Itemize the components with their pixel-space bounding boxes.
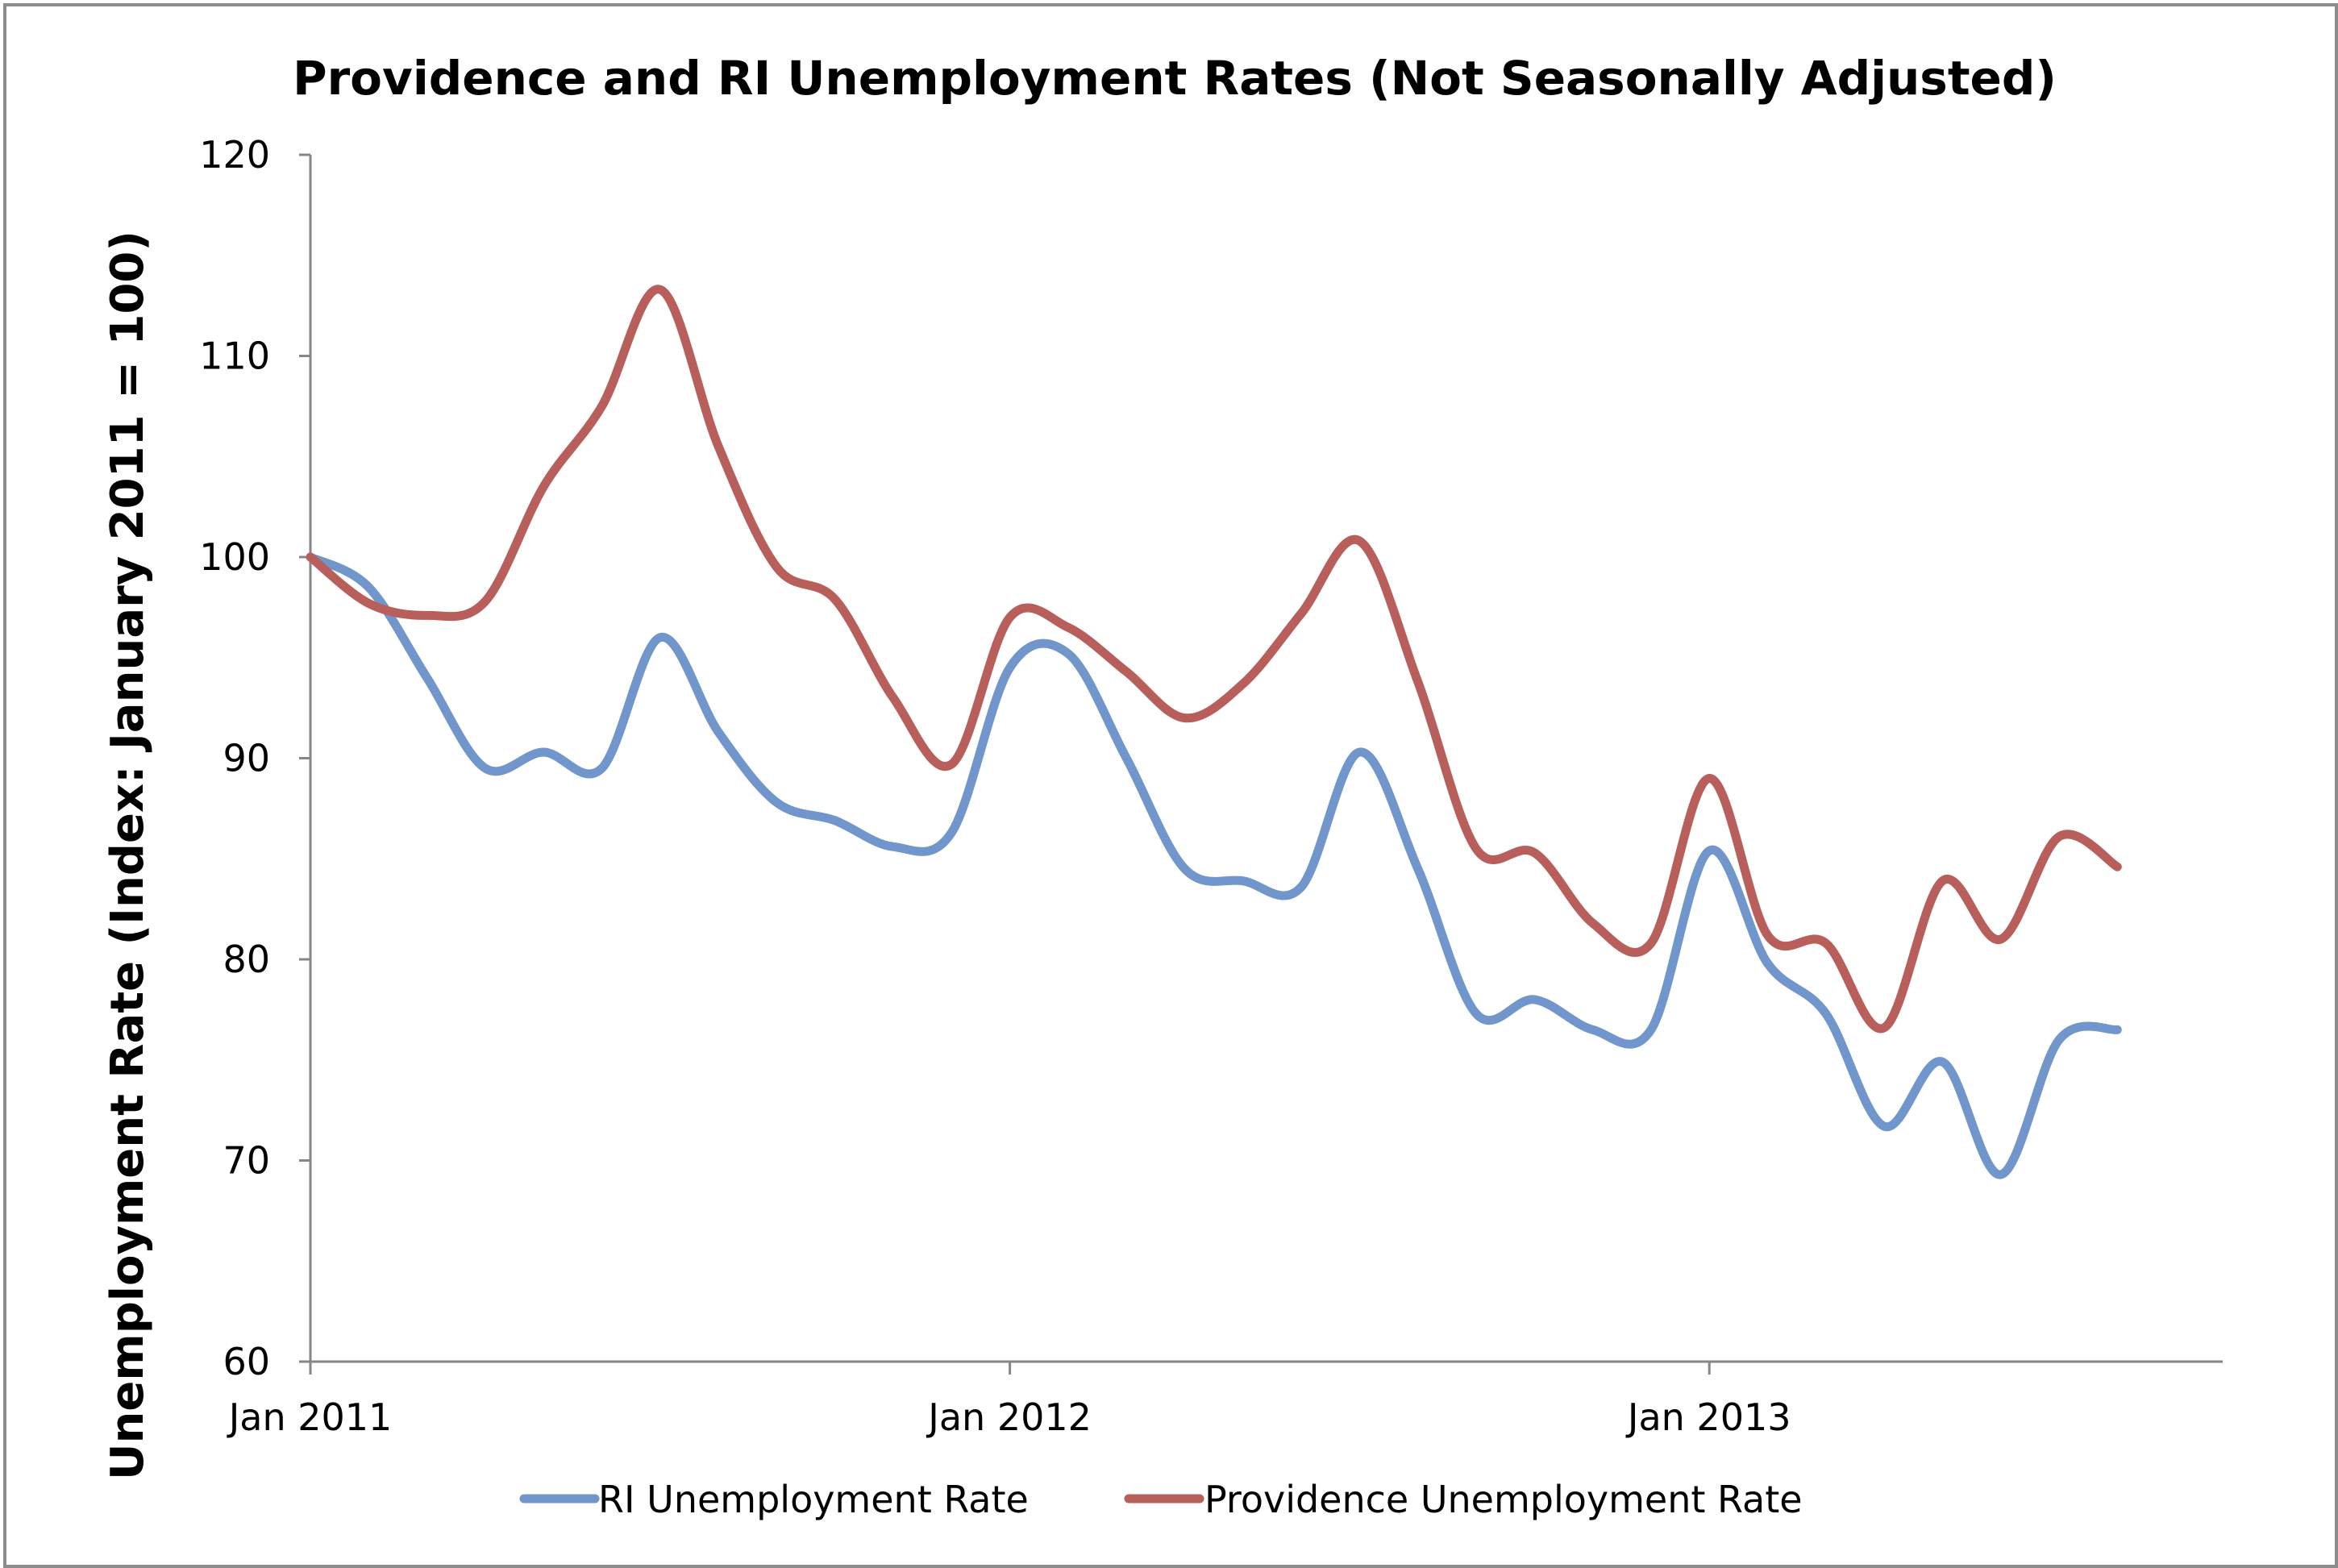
x-axis-ticks: Jan 2011 Jan 2012 Jan 2013 [227,1362,1791,1439]
y-axis-ticks: 60 70 80 90 100 110 120 [199,133,310,1383]
series-line-ri [306,552,2122,1179]
chart-frame [3,3,2338,1568]
y-axis-label: Unemployment Rate (Index: January 2011 =… [102,231,154,1480]
x-tick-label: Jan 2011 [227,1395,393,1439]
x-tick-label: Jan 2013 [1625,1395,1791,1439]
legend: RI Unemployment Rate Providence Unemploym… [519,1478,1803,1521]
legend-label: Providence Unemployment Rate [1204,1478,1803,1521]
y-tick-label: 60 [223,1340,270,1383]
y-tick-label: 70 [223,1139,270,1183]
y-tick-label: 80 [223,938,270,981]
chart-title: Providence and RI Unemployment Rates (No… [293,51,2057,106]
y-tick-label: 110 [199,335,270,378]
series-lines [306,285,2122,1179]
axes [309,155,2223,1363]
legend-label: RI Unemployment Rate [598,1478,1029,1521]
y-tick-label: 90 [223,737,270,780]
y-tick-label: 120 [199,133,270,177]
x-tick-label: Jan 2012 [926,1395,1092,1439]
series-line-providence [306,285,2122,1034]
y-tick-label: 100 [199,535,270,579]
